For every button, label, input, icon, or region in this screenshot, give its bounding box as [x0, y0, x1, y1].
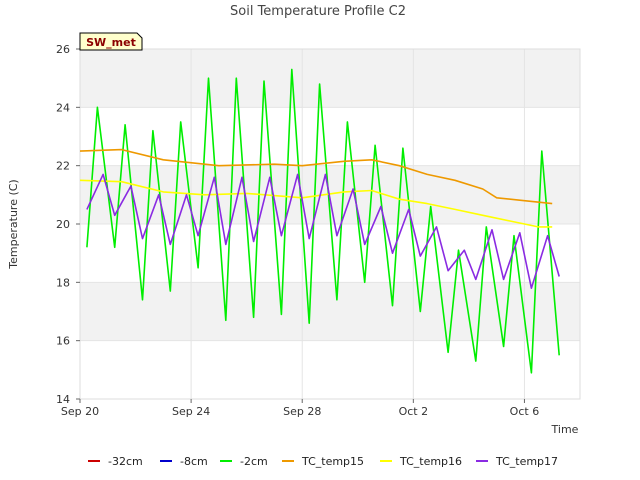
legend-label-tc-temp16: TC_temp16	[399, 455, 462, 468]
sw-met-badge: SW_met	[79, 32, 143, 51]
background-bands	[80, 49, 580, 399]
series-line--2cm	[86, 68, 560, 374]
x-axis-label: Time	[551, 423, 579, 436]
badge-label: SW_met	[86, 36, 136, 49]
legend-label-tc-temp15: TC_temp15	[301, 455, 364, 468]
y-axis-label: Temperature (C)	[7, 179, 20, 269]
band-24	[80, 49, 580, 108]
y-tick-label: 26	[56, 43, 70, 56]
y-tick-label: 24	[56, 101, 70, 114]
legend: -32cm -8cm -2cm TC_temp15 TC_temp16 TC_temp17	[88, 455, 558, 468]
badge-box	[79, 32, 143, 51]
band-14	[80, 340, 580, 399]
x-axis-ticks: Sep 20 Sep 24 Sep 28 Oct 2 Oct 6	[61, 399, 539, 418]
y-tick-label: 18	[56, 276, 70, 289]
band-16	[80, 282, 580, 341]
y-tick-label: 20	[56, 218, 70, 231]
x-tick-label: Sep 24	[172, 405, 210, 418]
x-tick-label: Oct 6	[510, 405, 540, 418]
series-layer	[79, 68, 560, 374]
y-tick-label: 14	[56, 393, 70, 406]
legend-label--8cm: -8cm	[180, 455, 208, 468]
band-22	[80, 107, 580, 166]
x-tick-label: Sep 20	[61, 405, 99, 418]
series-line-tc-temp17	[86, 173, 560, 290]
y-tick-label: 16	[56, 335, 70, 348]
series-line-tc-temp15	[79, 148, 553, 205]
chart-title: Soil Temperature Profile C2	[230, 4, 406, 19]
legend-label--32cm: -32cm	[108, 455, 143, 468]
y-tick-label: 22	[56, 160, 70, 173]
x-tick-label: Oct 2	[399, 405, 429, 418]
series-line-tc-temp16	[79, 179, 553, 228]
legend-label-tc-temp17: TC_temp17	[495, 455, 558, 468]
y-axis-ticks: 14 16 18 20 22 24 26	[56, 43, 80, 406]
legend-label--2cm: -2cm	[240, 455, 268, 468]
x-tick-label: Sep 28	[283, 405, 321, 418]
